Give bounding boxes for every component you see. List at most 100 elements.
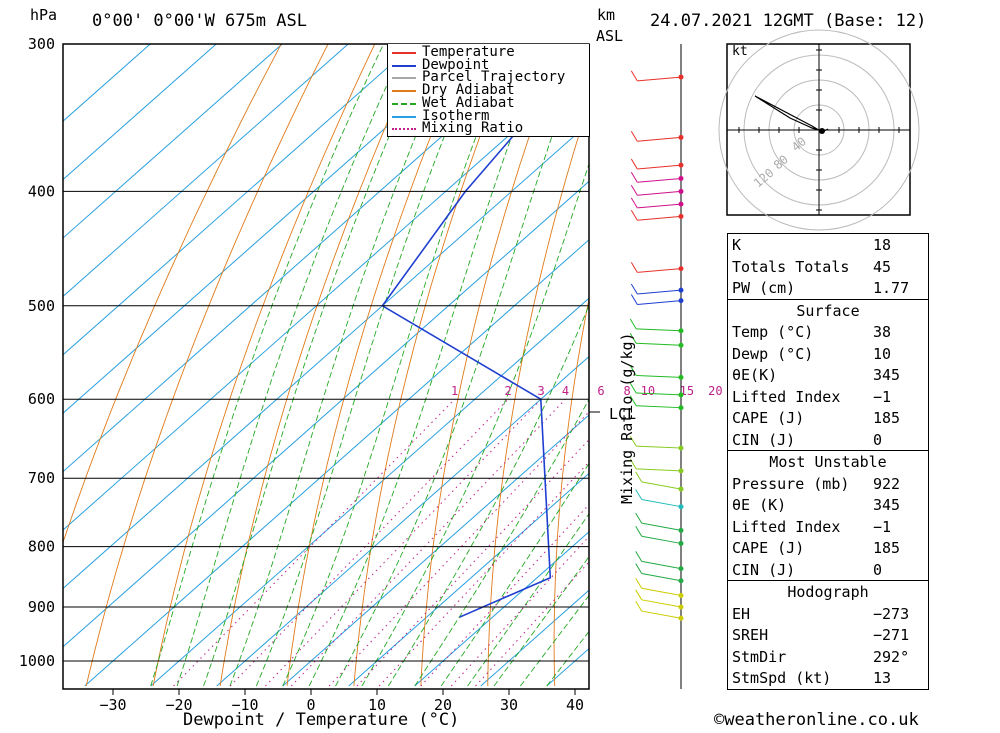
mixing-ratio-label: 1 [451,384,458,398]
legend-swatch [392,128,416,131]
most-unstable-row-key: CAPE (J) [732,539,805,557]
surface-row-key: CIN (J) [732,430,796,449]
legend-swatch [392,77,416,80]
most-unstable-row-value: −1 [873,517,892,536]
wind-barb [637,215,682,221]
surface-row: Dewp (°C) 10 [728,343,928,365]
mixing-ratio-line [229,398,509,687]
surface-row-key: θE(K) [732,366,778,384]
dry-adiabat-line [966,0,1000,686]
isotherm-line [63,63,589,531]
wind-barb-flag [635,578,643,589]
hodograph-row-key: StmSpd (kt) [732,669,832,687]
pressure-tick-label: 700 [28,469,55,487]
isotherm-line [63,180,589,648]
wet-adiabat-line [440,462,589,687]
wind-barb [641,560,682,570]
dry-adiabat-line [85,44,329,687]
legend-entry: Dewpoint [392,57,587,73]
x-axis-label: Dewpoint / Temperature (°C) [183,710,460,730]
wet-adiabat-line [203,44,430,687]
surface-section-title: Surface [728,298,928,322]
pressure-tick-label: 300 [28,35,55,53]
hodograph-ring [718,29,920,231]
wind-barb-flag [630,294,638,305]
hodograph-row: EH −273 [728,603,928,625]
indices-panel: K 18 Totals Totals 45 PW (cm) 1.77 Surface Te… [727,233,929,690]
wind-barb [636,392,682,396]
isotherm-line [150,297,589,687]
hodograph-row-value: 292° [873,647,910,666]
legend-label: Parcel Trajectory [422,69,566,86]
mixing-ratio-label: 8 [623,384,630,398]
most-unstable-row-key: Pressure (mb) [732,474,850,493]
surface-row-key: Lifted Index [732,387,841,406]
wind-barb-flag [630,172,638,183]
isotherm-line [216,355,589,687]
wind-barb-flag [635,489,643,500]
x-tick-label: −30 [99,696,126,714]
most-unstable-row-key: Lifted Index [732,517,841,536]
pressure-tick-label: 900 [28,598,55,616]
most-unstable-row-key: θE (K) [732,496,787,514]
wind-barb [637,164,682,170]
isotherm-line [63,44,283,239]
x-tick-label: −10 [231,696,258,714]
hodograph-row-value: −273 [873,604,910,623]
wind-barb [636,445,682,449]
wet-adiabat-line [176,44,407,687]
most-unstable-row-value: 922 [873,474,901,493]
dry-adiabat-line [286,44,469,687]
mixing-ratio-line [173,398,456,687]
legend-entry: Dry Adiabat [392,82,587,99]
wind-barb [637,190,682,196]
wind-barb-flag [629,458,637,470]
legend-label: Temperature [422,44,515,60]
wind-barb [636,342,682,346]
mixing-ratio-line [378,461,589,687]
legend-label: Dry Adiabat [422,82,515,99]
legend-label: Mixing Ratio [422,120,524,137]
wind-barb-flag [630,210,638,221]
wind-barb [637,268,682,273]
wind-barb-flag [635,563,643,574]
most-unstable-row-value: 345 [873,496,901,514]
legend-swatch [392,52,416,54]
wind-barb [641,587,682,596]
isotherm-line [348,472,589,687]
mixing-ratio-line [328,411,589,687]
wind-barb [636,405,682,409]
most-unstable-row: Lifted Index −1 [728,516,928,538]
surface-row: CAPE (J) 185 [728,407,928,429]
legend-swatch [392,115,416,118]
wet-adiabat-line [282,44,513,687]
wind-barb-flag [635,589,643,601]
wind-barb-flag [629,365,637,376]
dry-adiabat-line [219,44,422,687]
most-unstable-row-value: 0 [873,560,883,579]
surface-row: CIN (J) 0 [728,429,928,451]
isotherm-line [63,44,151,122]
wind-barb-flag [635,525,643,537]
wind-barb [637,76,682,82]
dry-adiabat-line [487,101,589,686]
surface-row: Temp (°C) 38 [728,321,928,343]
copyright: ©weatheronline.co.uk [714,710,919,730]
surface-row-value: −1 [873,387,892,406]
mixing-ratio-line [475,561,589,687]
legend-entry: Mixing Ratio [392,120,587,137]
index-row-key: PW (cm) [732,279,796,297]
isotherm-line [63,44,415,356]
surface-row-value: 185 [873,409,901,427]
isotherm-line [84,239,589,687]
dry-adiabat-line [152,44,376,687]
hodograph-row-key: StmDir [732,647,787,666]
wind-barb [637,289,682,295]
mixing-ratio-label: 2 [504,384,511,398]
location-title: 0°00' 0°00'W 675m ASL [92,11,307,31]
hodograph-unit: kt [732,44,748,59]
wind-barb [641,573,682,582]
legend-entry: Wet Adiabat [392,95,587,111]
wind-barb [641,599,682,608]
